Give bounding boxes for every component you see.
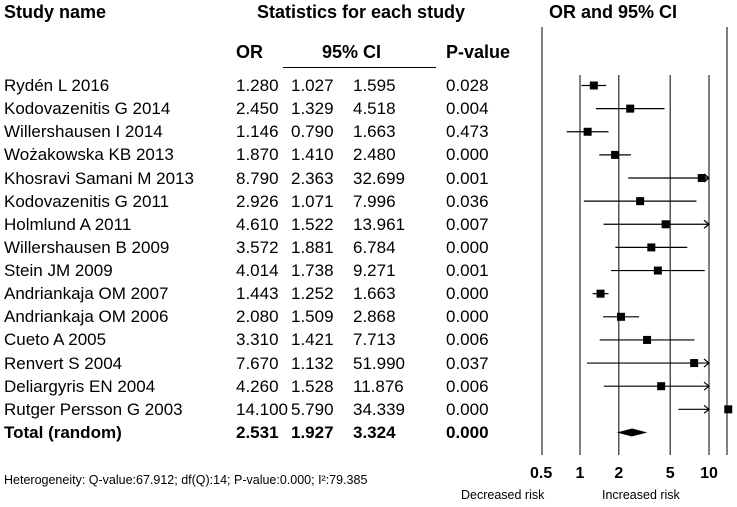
- point-estimate: [724, 405, 732, 413]
- x-tick-label: 5: [666, 465, 675, 482]
- point-estimate: [590, 82, 598, 90]
- point-estimate: [690, 359, 698, 367]
- forest-plot: 0.5 1 2 5 10: [0, 0, 737, 507]
- x-tick-label: 2: [614, 465, 623, 482]
- point-estimate: [611, 151, 619, 159]
- summary-diamond: [617, 428, 648, 436]
- point-estimate: [698, 174, 706, 182]
- x-tick-label: 1: [576, 465, 585, 482]
- heterogeneity-stats: Heterogeneity: Q-value:67.912; df(Q):14;…: [4, 473, 367, 487]
- increased-risk-label: Increased risk: [602, 488, 680, 502]
- point-estimate: [643, 336, 651, 344]
- decreased-risk-label: Decreased risk: [461, 488, 544, 502]
- point-estimate: [597, 290, 605, 298]
- point-estimate: [662, 220, 670, 228]
- point-estimate: [654, 267, 662, 275]
- x-tick-label: 0.5: [530, 465, 552, 482]
- point-estimate: [584, 128, 592, 136]
- point-estimate: [657, 382, 665, 390]
- point-estimate: [647, 243, 655, 251]
- point-estimate: [617, 313, 625, 321]
- x-tick-label: 10: [700, 465, 718, 482]
- point-estimate: [626, 105, 634, 113]
- point-estimate: [636, 197, 644, 205]
